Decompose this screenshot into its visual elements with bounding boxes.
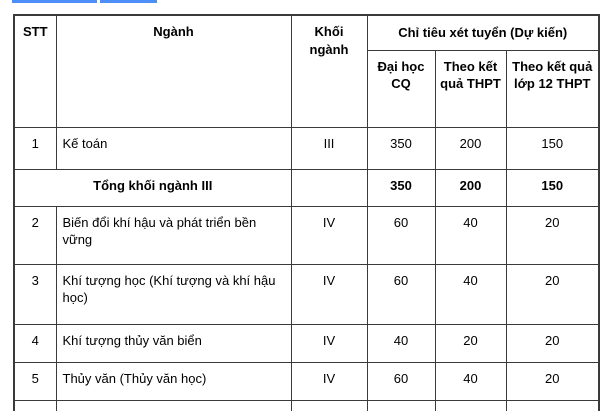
cell-nganh: Khí tượng học (Khí tượng và khí hậu học) bbox=[55, 263, 292, 325]
cell-theo-kq-thpt: 20 bbox=[434, 323, 507, 363]
cell-theo-kq-lop12: 20 bbox=[505, 263, 600, 325]
cell-theo-kq-thpt bbox=[434, 399, 507, 411]
table-row-cut-off bbox=[13, 399, 600, 411]
cell-stt bbox=[13, 399, 57, 411]
col-header-chi-tieu-group: Chỉ tiêu xét tuyển (Dự kiến) bbox=[366, 14, 600, 51]
cell-dai-hoc-cq: 60 bbox=[366, 263, 436, 325]
table-row: 4 Khí tượng thủy văn biển IV 40 20 20 bbox=[13, 323, 600, 363]
cell-theo-kq-lop12 bbox=[505, 399, 600, 411]
header-row-1: STT Ngành Khối ngành Chỉ tiêu xét tuyển … bbox=[13, 14, 600, 128]
table-row: 2 Biến đổi khí hậu và phát triển bền vữn… bbox=[13, 205, 600, 265]
cell-theo-kq-thpt: 40 bbox=[434, 205, 507, 265]
link-underline-1[interactable] bbox=[12, 0, 97, 3]
cell-dai-hoc-cq: 60 bbox=[366, 205, 436, 265]
cell-dai-hoc-cq: 40 bbox=[366, 323, 436, 363]
cell-khoi: IV bbox=[290, 263, 368, 325]
col-header-khoi-nganh: Khối ngành bbox=[290, 14, 368, 128]
cell-theo-kq-lop12: 150 bbox=[505, 168, 600, 207]
cell-stt: 1 bbox=[13, 126, 57, 170]
cell-total-label: Tổng khối ngành III bbox=[13, 168, 292, 207]
col-header-theo-kq-thpt: Theo kết quả THPT bbox=[434, 49, 507, 128]
cell-dai-hoc-cq bbox=[366, 399, 436, 411]
cell-theo-kq-lop12: 150 bbox=[505, 126, 600, 170]
cell-dai-hoc-cq: 350 bbox=[366, 126, 436, 170]
table-row: 5 Thủy văn (Thủy văn học) IV 60 40 20 bbox=[13, 361, 600, 401]
col-header-nganh: Ngành bbox=[55, 14, 292, 128]
cell-stt: 3 bbox=[13, 263, 57, 325]
cell-theo-kq-thpt: 40 bbox=[434, 263, 507, 325]
cell-theo-kq-thpt: 40 bbox=[434, 361, 507, 401]
col-header-stt: STT bbox=[13, 14, 57, 128]
cell-theo-kq-thpt: 200 bbox=[434, 126, 507, 170]
cell-theo-kq-thpt: 200 bbox=[434, 168, 507, 207]
cell-khoi: IV bbox=[290, 205, 368, 265]
cell-nganh: Biến đổi khí hậu và phát triển bền vững bbox=[55, 205, 292, 265]
cell-khoi bbox=[290, 168, 368, 207]
cell-nganh bbox=[55, 399, 292, 411]
cell-khoi: IV bbox=[290, 361, 368, 401]
table-row: 3 Khí tượng học (Khí tượng và khí hậu họ… bbox=[13, 263, 600, 325]
cell-stt: 2 bbox=[13, 205, 57, 265]
cell-nganh: Kế toán bbox=[55, 126, 292, 170]
cell-nganh: Khí tượng thủy văn biển bbox=[55, 323, 292, 363]
cell-stt: 4 bbox=[13, 323, 57, 363]
cell-theo-kq-lop12: 20 bbox=[505, 323, 600, 363]
cell-dai-hoc-cq: 60 bbox=[366, 361, 436, 401]
col-header-theo-kq-lop12: Theo kết quả lớp 12 THPT bbox=[505, 49, 600, 128]
cell-stt: 5 bbox=[13, 361, 57, 401]
cell-khoi: IV bbox=[290, 323, 368, 363]
cell-nganh: Thủy văn (Thủy văn học) bbox=[55, 361, 292, 401]
header-row-2: Đại học CQ Theo kết quả THPT Theo kết qu… bbox=[14, 49, 600, 128]
cell-khoi bbox=[290, 399, 368, 411]
cell-dai-hoc-cq: 350 bbox=[366, 168, 436, 207]
cell-khoi: III bbox=[290, 126, 368, 170]
total-row: Tổng khối ngành III 350 200 150 bbox=[13, 168, 600, 207]
link-underline-2[interactable] bbox=[100, 0, 157, 3]
cell-theo-kq-lop12: 20 bbox=[505, 361, 600, 401]
col-header-dai-hoc-cq: Đại học CQ bbox=[366, 49, 436, 128]
table-row: 1 Kế toán III 350 200 150 bbox=[13, 126, 600, 170]
admission-quota-table: STT Ngành Khối ngành Chỉ tiêu xét tuyển … bbox=[13, 14, 600, 411]
cell-theo-kq-lop12: 20 bbox=[505, 205, 600, 265]
